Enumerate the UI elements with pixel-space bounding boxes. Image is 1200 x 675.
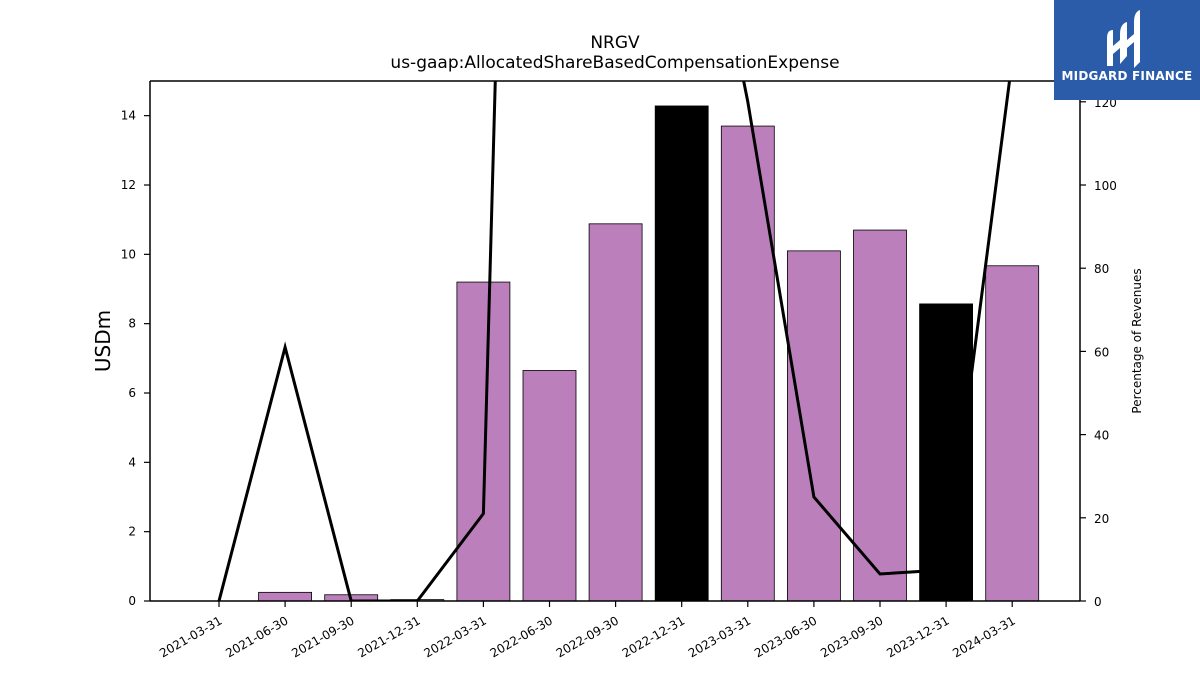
logo-text: MIDGARD FINANCE [1061,69,1193,83]
series-line [217,81,1012,601]
y-tick-label: 12 [121,178,136,192]
x-tick-label: 2021-12-31 [355,613,422,660]
bar [522,370,577,602]
x-tick-label: 2022-03-31 [421,613,488,660]
y-tick-label: 10 [121,247,136,261]
bar [456,281,511,602]
bar [853,229,907,602]
x-tick-label: 2022-06-30 [488,613,555,660]
y-tick-label: 4 [128,455,136,469]
x-tick-label: 2022-12-31 [620,613,687,660]
y-tick-label: 6 [128,386,136,400]
x-tick-label: 2023-03-31 [686,613,753,660]
y-axis-label: USDm [91,310,115,372]
y-right-tick-label: 80 [1094,262,1109,276]
y-right-tick-label: 0 [1094,595,1102,609]
y-tick-label: 0 [128,594,136,608]
y-axis-right-label: Percentage of Revenues [1130,268,1144,413]
x-tick-label: 2024-03-31 [950,613,1017,660]
x-tick-label: 2022-09-30 [554,613,621,660]
bar [919,303,973,602]
x-tick-label: 2023-12-31 [884,613,951,660]
y-right-tick-label: 40 [1094,429,1109,443]
x-tick-label: 2021-03-31 [157,613,224,660]
midgard-logo-icon [1107,10,1140,68]
chart-subtitle: us-gaap:AllocatedShareBasedCompensationE… [390,53,839,73]
x-tick-label: 2021-09-30 [289,613,356,660]
bar [787,250,841,602]
bar-series [258,105,1040,602]
y-tick-label: 8 [128,317,136,331]
x-tick-label: 2021-06-30 [223,613,290,660]
bar [720,125,775,602]
chart-title: NRGV [590,33,640,53]
line-series [217,81,1012,601]
y-tick-label: 2 [128,525,136,539]
x-tick-label: 2023-09-30 [818,613,885,660]
y-right-tick-label: 100 [1094,179,1117,193]
y-right-tick-label: 20 [1094,512,1109,526]
y-tick-label: 14 [121,109,136,123]
x-tick-label: 2023-06-30 [752,613,819,660]
midgard-finance-logo: MIDGARD FINANCE [1054,0,1200,100]
bar [258,591,313,602]
bar [985,265,1040,602]
bar [654,105,709,602]
bar [588,223,643,602]
y-right-tick-label: 60 [1094,345,1109,359]
